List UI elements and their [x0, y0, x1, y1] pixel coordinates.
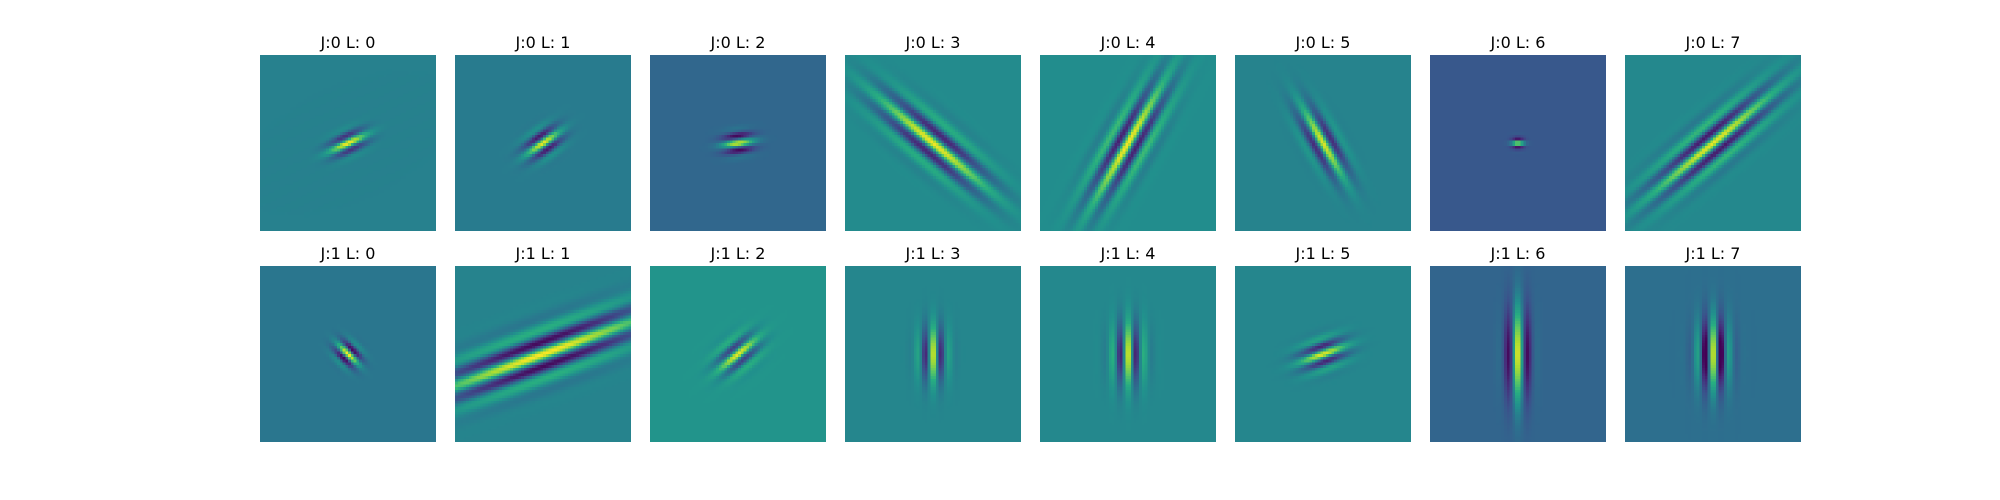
- panel-title: J:1 L: 7: [1685, 244, 1741, 263]
- filter-heatmap: [1235, 55, 1411, 231]
- filter-heatmap: [845, 266, 1021, 442]
- filter-heatmap: [260, 266, 436, 442]
- panel-title: J:0 L: 0: [320, 33, 376, 52]
- panel-title: J:0 L: 5: [1295, 33, 1351, 52]
- panel-title: J:1 L: 3: [905, 244, 961, 263]
- filter-heatmap: [455, 266, 631, 442]
- filter-heatmap: [1625, 266, 1801, 442]
- panel-title: J:0 L: 1: [515, 33, 571, 52]
- filter-heatmap: [455, 55, 631, 231]
- filter-heatmap: [1235, 266, 1411, 442]
- filter-heatmap: [1430, 55, 1606, 231]
- filter-heatmap: [650, 266, 826, 442]
- filter-heatmap: [845, 55, 1021, 231]
- filter-heatmap: [1625, 55, 1801, 231]
- panel-title: J:0 L: 3: [905, 33, 961, 52]
- panel-title: J:1 L: 0: [320, 244, 376, 263]
- filter-heatmap: [260, 55, 436, 231]
- panel-title: J:1 L: 6: [1490, 244, 1546, 263]
- panel-title: J:0 L: 4: [1100, 33, 1156, 52]
- filter-heatmap: [1040, 266, 1216, 442]
- panel-title: J:1 L: 2: [710, 244, 766, 263]
- panel-title: J:1 L: 5: [1295, 244, 1351, 263]
- panel-title: J:1 L: 4: [1100, 244, 1156, 263]
- panel-title: J:0 L: 7: [1685, 33, 1741, 52]
- filter-heatmap: [1040, 55, 1216, 231]
- panel-title: J:0 L: 2: [710, 33, 766, 52]
- panel-title: J:1 L: 1: [515, 244, 571, 263]
- filter-heatmap: [1430, 266, 1606, 442]
- filter-heatmap: [650, 55, 826, 231]
- panel-title: J:0 L: 6: [1490, 33, 1546, 52]
